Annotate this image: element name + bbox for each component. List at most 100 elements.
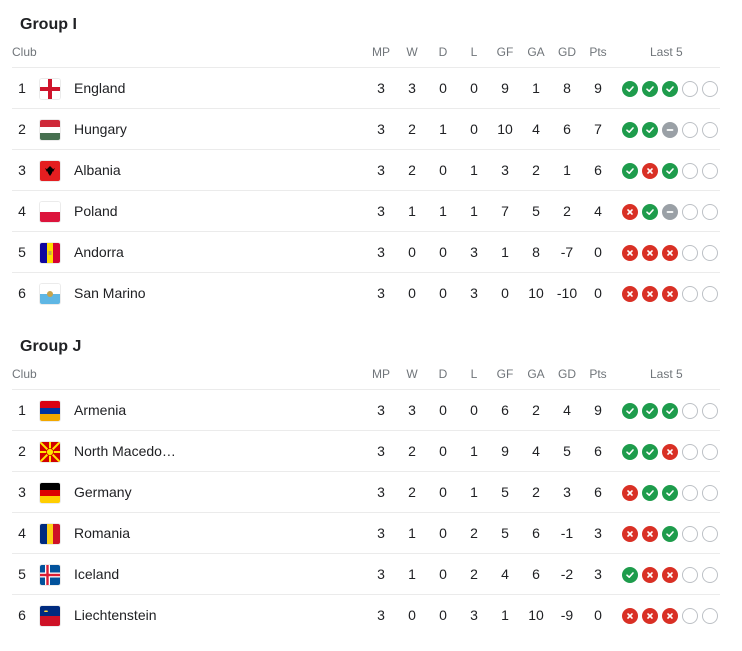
- loss-icon[interactable]: [662, 608, 678, 624]
- loss-icon[interactable]: [642, 163, 658, 179]
- group-title: Group I: [20, 16, 77, 33]
- draw-icon[interactable]: [662, 204, 678, 220]
- win-icon[interactable]: [662, 163, 678, 179]
- team-name[interactable]: Iceland: [74, 566, 120, 582]
- empty-result-icon[interactable]: [682, 567, 698, 583]
- empty-result-icon[interactable]: [702, 122, 718, 138]
- win-icon[interactable]: [642, 81, 658, 97]
- table-row[interactable]: 1 England 3 3 0 0 9 1 8 9: [12, 67, 720, 109]
- header-club: Club: [12, 45, 37, 59]
- win-icon[interactable]: [622, 81, 638, 97]
- team-name[interactable]: Germany: [74, 484, 132, 500]
- team-name[interactable]: Liechtenstein: [74, 607, 157, 623]
- team-name[interactable]: Armenia: [74, 402, 127, 418]
- empty-result-icon[interactable]: [702, 485, 718, 501]
- stat-w: 1: [408, 525, 416, 541]
- empty-result-icon[interactable]: [702, 444, 718, 460]
- table-row[interactable]: 4 Poland 3 1 1 1 7 5 2 4: [12, 190, 720, 232]
- win-icon[interactable]: [662, 81, 678, 97]
- win-icon[interactable]: [642, 444, 658, 460]
- team-name[interactable]: Romania: [74, 525, 131, 541]
- empty-result-icon[interactable]: [702, 163, 718, 179]
- empty-result-icon[interactable]: [702, 526, 718, 542]
- win-icon[interactable]: [622, 403, 638, 419]
- stat-gd: 4: [563, 402, 571, 418]
- table-row[interactable]: 2 Hungary 3 2 1 0 10 4 6 7: [12, 108, 720, 150]
- empty-result-icon[interactable]: [682, 122, 698, 138]
- empty-result-icon[interactable]: [682, 81, 698, 97]
- win-icon[interactable]: [622, 122, 638, 138]
- empty-result-icon[interactable]: [682, 608, 698, 624]
- loss-icon[interactable]: [662, 444, 678, 460]
- loss-icon[interactable]: [642, 245, 658, 261]
- loss-icon[interactable]: [622, 245, 638, 261]
- table-row[interactable]: 3 Albania 3 2 0 1 3 2 1 6: [12, 149, 720, 191]
- win-icon[interactable]: [662, 403, 678, 419]
- empty-result-icon[interactable]: [702, 608, 718, 624]
- header-ga: GA: [527, 367, 545, 381]
- stat-pts: 3: [594, 525, 602, 541]
- empty-result-icon[interactable]: [702, 403, 718, 419]
- empty-result-icon[interactable]: [682, 444, 698, 460]
- loss-icon[interactable]: [622, 485, 638, 501]
- loss-icon[interactable]: [662, 567, 678, 583]
- loss-icon[interactable]: [622, 526, 638, 542]
- team-name[interactable]: North Macedo…: [74, 443, 176, 459]
- empty-result-icon[interactable]: [682, 204, 698, 220]
- header-ga: GA: [527, 45, 545, 59]
- win-icon[interactable]: [662, 485, 678, 501]
- win-icon[interactable]: [622, 444, 638, 460]
- draw-icon[interactable]: [662, 122, 678, 138]
- empty-result-icon[interactable]: [682, 163, 698, 179]
- header-d: D: [438, 45, 448, 59]
- table-row[interactable]: 6 San Marino 3 0 0 3 0 10 -10 0: [12, 272, 720, 314]
- stat-d: 0: [439, 285, 447, 301]
- team-name[interactable]: Poland: [74, 203, 118, 219]
- win-icon[interactable]: [642, 204, 658, 220]
- team-name[interactable]: Andorra: [74, 244, 124, 260]
- rank: 6: [18, 285, 26, 301]
- empty-result-icon[interactable]: [702, 567, 718, 583]
- loss-icon[interactable]: [642, 286, 658, 302]
- loss-icon[interactable]: [622, 608, 638, 624]
- team-name[interactable]: Albania: [74, 162, 121, 178]
- team-name[interactable]: England: [74, 80, 126, 96]
- loss-icon[interactable]: [622, 204, 638, 220]
- win-icon[interactable]: [662, 526, 678, 542]
- win-icon[interactable]: [622, 567, 638, 583]
- stat-d: 1: [439, 203, 447, 219]
- table-row[interactable]: 1 Armenia 3 3 0 0 6 2 4 9: [12, 389, 720, 431]
- team-name[interactable]: San Marino: [74, 285, 146, 301]
- table-row[interactable]: 2 North Macedo… 3 2 0 1 9 4 5 6: [12, 430, 720, 472]
- table-row[interactable]: 3 Germany 3 2 0 1 5 2 3 6: [12, 471, 720, 513]
- stat-l: 0: [470, 121, 478, 137]
- loss-icon[interactable]: [642, 608, 658, 624]
- team-name[interactable]: Hungary: [74, 121, 127, 137]
- table-row[interactable]: 4 Romania 3 1 0 2 5 6 -1 3: [12, 512, 720, 554]
- empty-result-icon[interactable]: [682, 245, 698, 261]
- win-icon[interactable]: [642, 403, 658, 419]
- loss-icon[interactable]: [622, 286, 638, 302]
- empty-result-icon[interactable]: [682, 485, 698, 501]
- empty-result-icon[interactable]: [682, 526, 698, 542]
- empty-result-icon[interactable]: [702, 204, 718, 220]
- table-row[interactable]: 5 Andorra 3 0 0 3 1 8 -7 0: [12, 231, 720, 273]
- loss-icon[interactable]: [642, 567, 658, 583]
- empty-result-icon[interactable]: [702, 286, 718, 302]
- loss-icon[interactable]: [662, 286, 678, 302]
- win-icon[interactable]: [642, 485, 658, 501]
- table-row[interactable]: 6 Liechtenstein 3 0 0 3 1 10 -9 0: [12, 594, 720, 636]
- win-icon[interactable]: [642, 122, 658, 138]
- table-row[interactable]: 5 Iceland 3 1 0 2 4 6 -2 3: [12, 553, 720, 595]
- empty-result-icon[interactable]: [702, 81, 718, 97]
- loss-icon[interactable]: [642, 526, 658, 542]
- empty-result-icon[interactable]: [682, 286, 698, 302]
- table-header: Club MP W D L GF GA GD Pts Last 5: [0, 39, 742, 65]
- andorra-flag-icon: [40, 243, 60, 263]
- win-icon[interactable]: [622, 163, 638, 179]
- empty-result-icon[interactable]: [682, 403, 698, 419]
- empty-result-icon[interactable]: [702, 245, 718, 261]
- last-5-results: [622, 204, 718, 220]
- loss-icon[interactable]: [662, 245, 678, 261]
- stat-mp: 3: [377, 244, 385, 260]
